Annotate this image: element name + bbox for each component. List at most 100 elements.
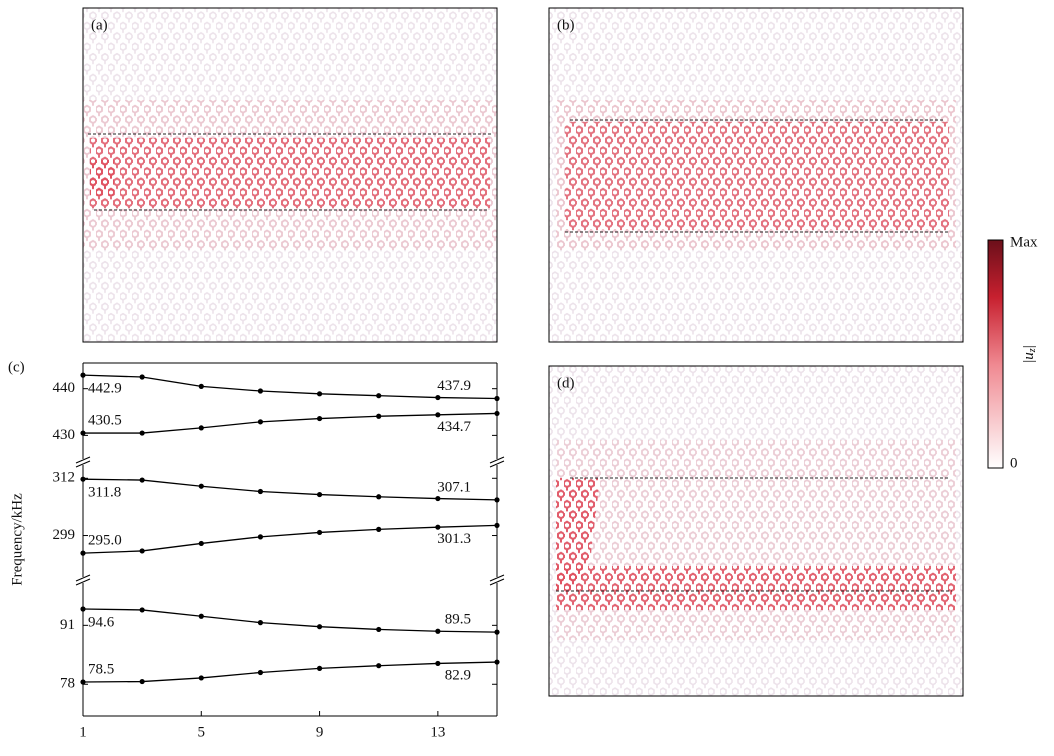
axis-break-gap bbox=[490, 577, 504, 583]
data-point bbox=[494, 522, 500, 529]
data-point bbox=[198, 613, 204, 619]
y-tick-label: 299 bbox=[53, 527, 76, 543]
axis-break bbox=[75, 578, 91, 586]
data-point bbox=[435, 412, 441, 418]
y-tick-label: 430 bbox=[53, 427, 76, 443]
data-point bbox=[80, 372, 86, 378]
label-part: | bbox=[1021, 360, 1037, 363]
data-point bbox=[198, 675, 204, 681]
y-axis-label: Frequency/kHz bbox=[9, 493, 25, 586]
axis-break bbox=[75, 574, 91, 582]
data-point bbox=[80, 430, 86, 436]
data-point bbox=[139, 430, 145, 436]
data-point bbox=[376, 526, 382, 532]
data-point bbox=[494, 410, 500, 417]
data-point bbox=[80, 476, 86, 482]
y-tick-label: 78 bbox=[60, 676, 75, 692]
x-tick-label: 13 bbox=[430, 724, 445, 740]
data-point bbox=[257, 669, 264, 676]
data-point bbox=[139, 374, 145, 380]
panel-b: (b) bbox=[548, 7, 964, 343]
lattice-hot bbox=[90, 160, 114, 196]
value-label: 89.5 bbox=[445, 612, 471, 628]
value-label: 78.5 bbox=[88, 661, 114, 677]
y-tick-label: 440 bbox=[53, 380, 76, 396]
data-point bbox=[316, 665, 323, 672]
panel-label: (b) bbox=[557, 17, 575, 33]
data-point bbox=[257, 419, 264, 425]
series-line bbox=[82, 661, 498, 683]
data-point bbox=[316, 624, 323, 630]
data-point bbox=[80, 679, 86, 685]
colorbar-max: Max bbox=[1010, 234, 1038, 250]
value-label: 94.6 bbox=[88, 614, 115, 630]
data-point bbox=[139, 607, 145, 613]
axis-break-gap bbox=[76, 459, 90, 465]
data-point bbox=[376, 393, 382, 399]
x-axis-label: n bbox=[286, 747, 294, 751]
value-label: 295.0 bbox=[88, 533, 122, 549]
value-label: 307.1 bbox=[437, 479, 471, 495]
panel-d: (d) bbox=[548, 365, 964, 697]
value-label: 434.7 bbox=[437, 419, 471, 435]
label-part: u bbox=[1021, 352, 1037, 360]
panel-frame bbox=[82, 7, 498, 343]
x-tick-label: 9 bbox=[316, 724, 324, 740]
data-point bbox=[139, 477, 145, 483]
data-point bbox=[80, 606, 86, 612]
lattice-band bbox=[556, 566, 956, 610]
axis-break-gap bbox=[490, 459, 504, 465]
lattice-corner bbox=[556, 478, 600, 590]
panel-label: (d) bbox=[557, 375, 575, 391]
data-point bbox=[494, 629, 500, 635]
data-point bbox=[376, 494, 382, 500]
data-point bbox=[198, 540, 204, 547]
data-point bbox=[139, 678, 145, 685]
data-point bbox=[376, 626, 382, 633]
series-line bbox=[82, 478, 498, 501]
value-label: 301.3 bbox=[437, 531, 471, 547]
series-line bbox=[82, 608, 498, 633]
data-point bbox=[494, 395, 500, 402]
data-point bbox=[139, 548, 145, 554]
data-point bbox=[435, 394, 441, 401]
data-point bbox=[257, 388, 264, 394]
axis-break-gap bbox=[76, 577, 90, 583]
data-point bbox=[316, 491, 323, 498]
axis-break bbox=[489, 460, 505, 468]
lattice-band bbox=[565, 122, 949, 230]
axis-break bbox=[75, 456, 91, 464]
panel-a: (a) bbox=[82, 7, 498, 343]
axis-break bbox=[75, 460, 91, 468]
colorbar: Max 0 |uz| bbox=[987, 234, 1038, 471]
axis-break bbox=[489, 574, 505, 582]
series-line bbox=[83, 412, 498, 434]
series-line bbox=[82, 524, 498, 554]
data-point bbox=[257, 620, 264, 626]
x-tick-label: 5 bbox=[198, 724, 206, 740]
panel-frame bbox=[548, 7, 964, 343]
panel-c: 430 440 442.9 437.9 430.5 434.7 (c) 299 312 311.8… bbox=[8, 359, 505, 756]
data-point bbox=[198, 383, 204, 389]
data-point bbox=[80, 550, 86, 556]
axis-break bbox=[489, 456, 505, 464]
label-part: z bbox=[1027, 348, 1038, 353]
value-label: 311.8 bbox=[88, 485, 121, 501]
data-point bbox=[198, 425, 204, 431]
series-line bbox=[82, 374, 498, 400]
panel-label: (a) bbox=[91, 17, 108, 33]
label-part: | bbox=[1021, 345, 1037, 348]
value-label: 82.9 bbox=[445, 667, 471, 683]
data-point bbox=[316, 415, 323, 422]
lattice-band bbox=[90, 138, 490, 208]
data-point bbox=[198, 483, 204, 489]
data-point bbox=[435, 628, 441, 634]
value-label: 437.9 bbox=[437, 378, 471, 394]
x-tick-label: 1 bbox=[79, 724, 87, 740]
colorbar-scale bbox=[987, 239, 1004, 469]
data-point bbox=[257, 534, 264, 540]
y-tick-label: 312 bbox=[53, 470, 76, 486]
colorbar-label: |uz| bbox=[1021, 345, 1038, 362]
y-tick-label: 91 bbox=[60, 617, 75, 633]
